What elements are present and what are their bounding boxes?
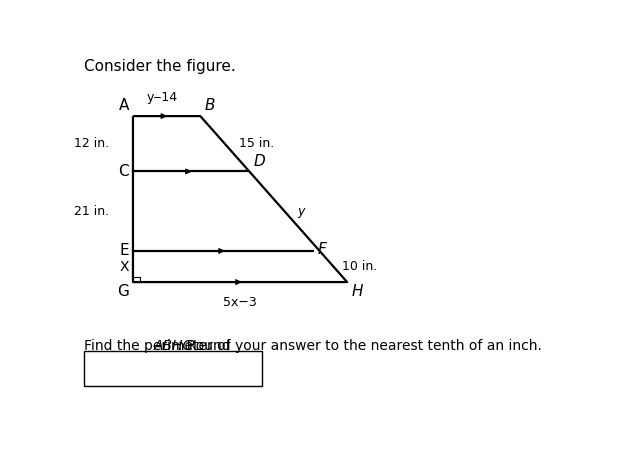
Text: G: G — [117, 284, 129, 299]
Text: y‒14: y‒14 — [147, 91, 178, 104]
Text: X: X — [120, 260, 129, 273]
Text: 15 in.: 15 in. — [239, 137, 274, 150]
Text: ABHG: ABHG — [153, 339, 194, 353]
Text: H: H — [352, 284, 363, 299]
FancyBboxPatch shape — [84, 351, 262, 386]
Text: 5x−3: 5x−3 — [223, 296, 257, 309]
Text: C: C — [119, 164, 129, 179]
Text: 10 in.: 10 in. — [342, 260, 378, 273]
Text: 21 in.: 21 in. — [74, 205, 109, 218]
Text: A: A — [119, 98, 129, 113]
Text: 12 in.: 12 in. — [74, 137, 109, 150]
Text: Consider the figure.: Consider the figure. — [84, 59, 235, 74]
Text: . Round your answer to the nearest tenth of an inch.: . Round your answer to the nearest tenth… — [178, 339, 542, 353]
Text: Find the perimeter of: Find the perimeter of — [84, 339, 235, 353]
Text: F: F — [317, 242, 326, 257]
Text: E: E — [119, 243, 129, 259]
Text: B: B — [204, 98, 215, 113]
Text: D: D — [253, 154, 265, 169]
Text: y: y — [298, 205, 305, 218]
Bar — [133, 277, 140, 282]
